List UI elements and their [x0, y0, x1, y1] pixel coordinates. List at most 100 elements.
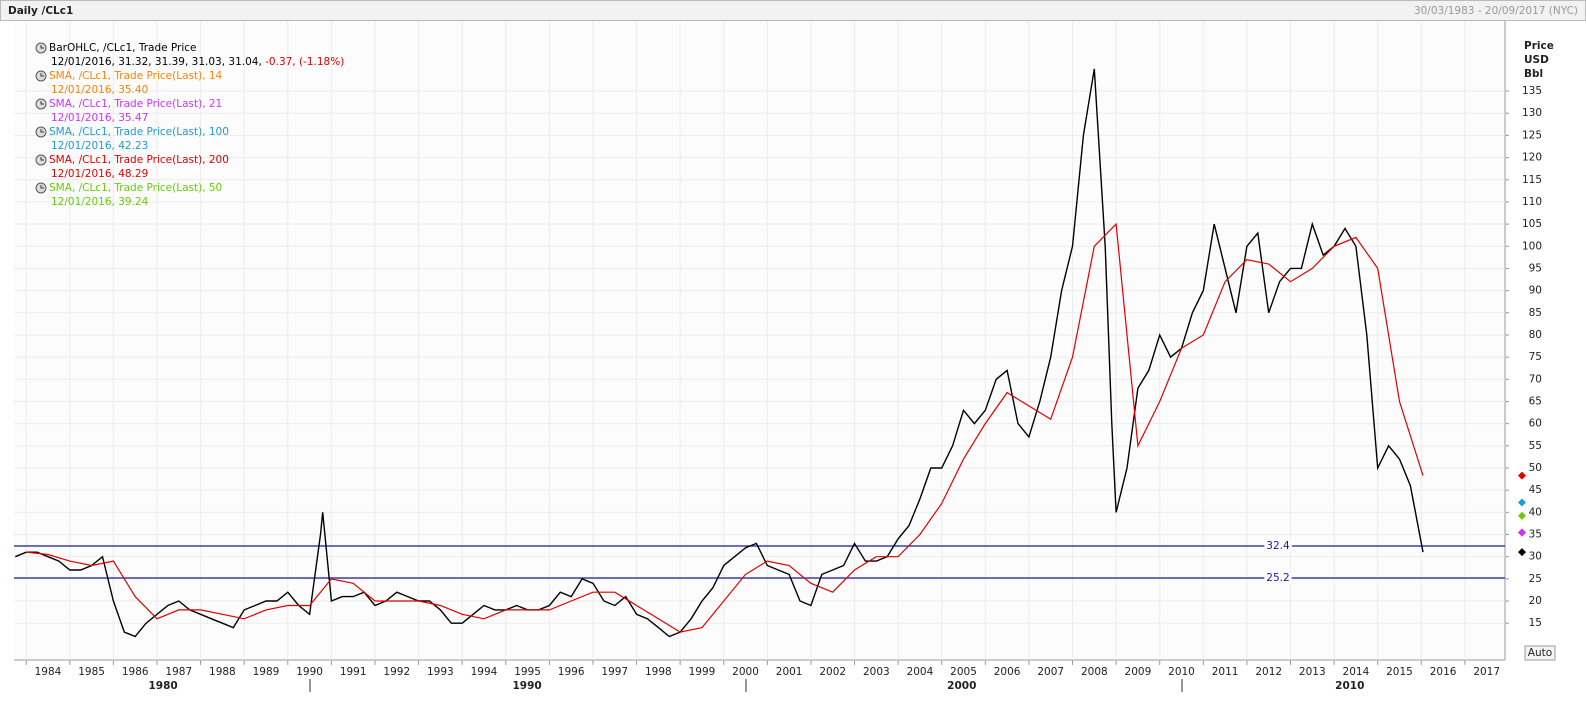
- legend-value: 12/01/2016, 39.24: [51, 196, 149, 208]
- header-bar: [0, 0, 1586, 21]
- legend-value: 12/01/2016, 42.23: [51, 140, 148, 152]
- x-tick-label: 1994: [471, 666, 498, 678]
- y-tick-label: 110: [1522, 196, 1542, 208]
- auto-button[interactable]: [1524, 645, 1556, 661]
- y-tick-label: 100: [1522, 240, 1542, 252]
- legend-icon-hand: [40, 101, 44, 105]
- y-axis-label: Bbl: [1524, 68, 1543, 80]
- x-tick-label: 1995: [514, 666, 541, 678]
- y-tick-label: 20: [1529, 595, 1542, 607]
- last-value-marker: [1518, 548, 1526, 557]
- x-tick-label: 1992: [383, 666, 410, 678]
- x-tick-label: 1993: [427, 666, 454, 678]
- x-tick-label: 1999: [689, 666, 716, 678]
- legend-value: 12/01/2016, 48.29: [51, 168, 148, 180]
- auto-button-label[interactable]: Auto: [1528, 647, 1552, 659]
- y-tick-label: 120: [1522, 152, 1542, 164]
- x-tick-label: 2014: [1343, 666, 1370, 678]
- x-tick-label: 2008: [1081, 666, 1108, 678]
- x-tick-label: 2003: [863, 666, 890, 678]
- x-tick-label: 1984: [35, 666, 62, 678]
- y-tick-label: 45: [1529, 484, 1542, 496]
- series-line: [15, 68, 1424, 638]
- x-tick-label: 2015: [1386, 666, 1413, 678]
- series-line: [26, 222, 1424, 633]
- legend-icon-hand: [40, 73, 44, 77]
- x-tick-label: 2017: [1473, 666, 1500, 678]
- y-axis-label: Price: [1524, 40, 1554, 52]
- y-tick-label: 125: [1522, 129, 1542, 141]
- x-tick-label: 1985: [78, 666, 105, 678]
- y-tick-label: 115: [1522, 174, 1542, 186]
- last-value-marker: [1518, 511, 1526, 520]
- y-tick-label: 85: [1529, 307, 1542, 319]
- legend-icon-hand: [40, 185, 44, 189]
- legend-value: 12/01/2016, 31.32, 31.39, 31.03, 31.04, …: [51, 56, 344, 68]
- legend-name: BarOHLC, /CLc1, Trade Price: [49, 42, 197, 54]
- x-tick-label: 1989: [253, 666, 280, 678]
- x-tick-label: 2002: [819, 666, 846, 678]
- x-tick-label: 1997: [601, 666, 628, 678]
- x-tick-label: 1986: [122, 666, 149, 678]
- x-tick-label: 1996: [558, 666, 585, 678]
- decade-label: 1980: [148, 680, 177, 692]
- horizontal-line-label: 25.2: [1266, 572, 1289, 584]
- decade-label: 1990: [513, 680, 542, 692]
- y-tick-label: 15: [1529, 617, 1542, 629]
- x-tick-label: 2001: [776, 666, 803, 678]
- legend-last: 12/01/2016, 35.40: [51, 84, 148, 96]
- legend-name: SMA, /CLc1, Trade Price(Last), 14: [49, 70, 223, 82]
- y-tick-label: 90: [1529, 285, 1542, 297]
- y-tick-label: 95: [1529, 262, 1542, 274]
- legend-value: 12/01/2016, 35.47: [51, 112, 148, 124]
- x-tick-label: 2013: [1299, 666, 1326, 678]
- y-tick-label: 70: [1529, 373, 1542, 385]
- x-tick-label: 1990: [296, 666, 323, 678]
- y-tick-label: 130: [1522, 107, 1542, 119]
- x-tick-label: 1991: [340, 666, 367, 678]
- legend-name: SMA, /CLc1, Trade Price(Last), 21: [49, 98, 222, 110]
- decade-label: 2000: [947, 680, 976, 692]
- legend-change: -0.37, (-1.18%): [262, 56, 345, 68]
- y-tick-label: 55: [1529, 440, 1542, 452]
- y-tick-label: 50: [1529, 462, 1542, 474]
- legend-name: SMA, /CLc1, Trade Price(Last), 200: [49, 154, 229, 166]
- x-tick-label: 2012: [1255, 666, 1282, 678]
- x-tick-label: 2011: [1212, 666, 1239, 678]
- x-tick-label: 2010: [1168, 666, 1195, 678]
- last-value-marker: [1518, 528, 1526, 537]
- y-tick-label: 35: [1529, 529, 1542, 541]
- legend-last: 12/01/2016, 35.47: [51, 112, 148, 124]
- label-bg: [1264, 571, 1292, 584]
- y-tick-label: 60: [1529, 418, 1542, 430]
- legend-icon-hand: [40, 45, 44, 49]
- label-bg: [1264, 540, 1293, 553]
- horizontal-line-label: 32.4: [1266, 540, 1290, 552]
- y-tick-label: 80: [1529, 329, 1542, 341]
- legend-value: 12/01/2016, 35.40: [51, 84, 148, 96]
- y-tick-label: 135: [1522, 85, 1542, 97]
- y-tick-label: 105: [1522, 218, 1542, 230]
- legend-name: SMA, /CLc1, Trade Price(Last), 50: [49, 182, 222, 194]
- legend-last: 12/01/2016, 31.32, 31.39, 31.03, 31.04,: [51, 56, 262, 68]
- x-tick-label: 1987: [165, 666, 192, 678]
- x-tick-label: 2006: [994, 666, 1021, 678]
- y-tick-label: 65: [1529, 395, 1542, 407]
- y-tick-label: 75: [1529, 351, 1542, 363]
- x-tick-label: 2004: [907, 666, 934, 678]
- header-range: 30/03/1983 - 20/09/2017 (NYC): [1414, 5, 1578, 17]
- x-tick-label: 2007: [1037, 666, 1064, 678]
- last-value-marker: [1518, 498, 1526, 507]
- x-tick-label: 2016: [1430, 666, 1457, 678]
- legend-icon-hand: [40, 129, 44, 133]
- legend-last: 12/01/2016, 39.24: [51, 196, 149, 208]
- x-tick-label: 1988: [209, 666, 236, 678]
- legend-last: 12/01/2016, 42.23: [51, 140, 148, 152]
- x-tick-label: 2000: [732, 666, 759, 678]
- legend-icon-hand: [40, 157, 44, 161]
- header-title: Daily /CLc1: [8, 5, 73, 17]
- x-tick-label: 1998: [645, 666, 672, 678]
- y-tick-label: 40: [1529, 506, 1542, 518]
- last-value-marker: [1518, 471, 1526, 480]
